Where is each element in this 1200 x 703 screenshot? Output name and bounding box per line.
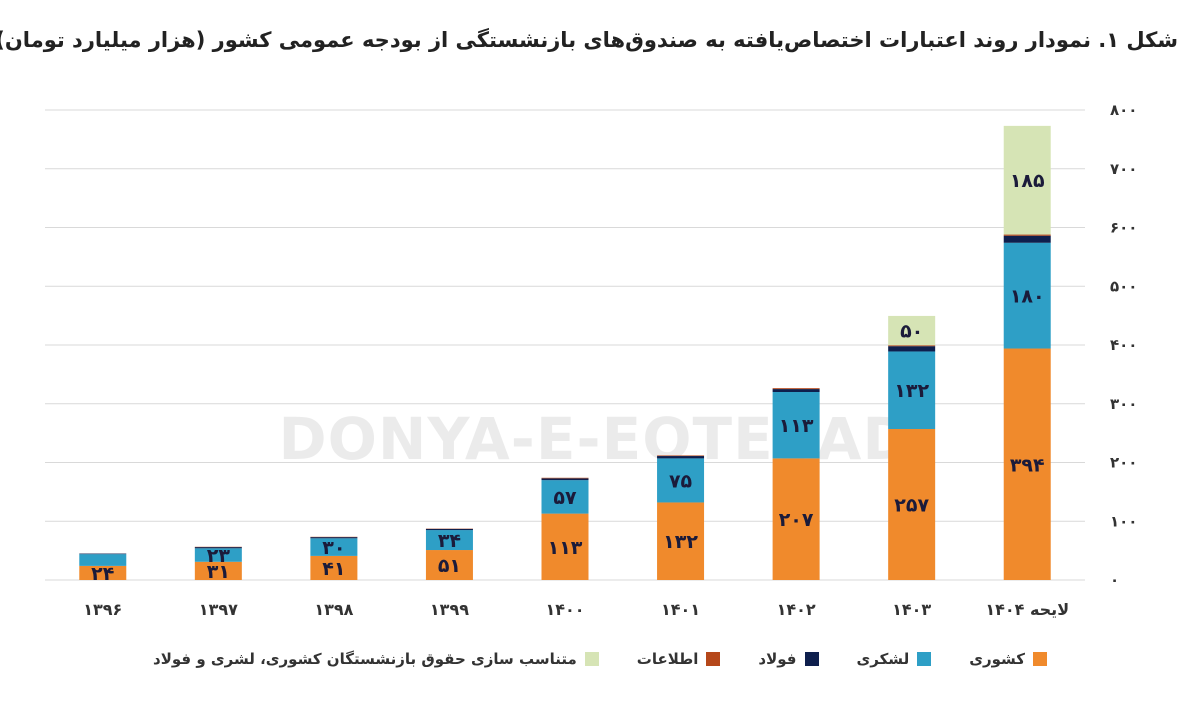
legend-item: متناسب سازی حقوق بازنشستگان کشوری، لشری … xyxy=(153,650,599,668)
x-tick-label: ۱۳۹۶ xyxy=(83,600,122,619)
legend-swatch xyxy=(584,652,599,666)
legend-label: اطلاعات xyxy=(636,650,699,668)
data-label: ۱۱۳ xyxy=(548,537,583,559)
x-tick-label: ۱۴۰۳ xyxy=(892,600,931,619)
y-tick-label: ۲۰۰ xyxy=(1110,454,1137,472)
bar-segment xyxy=(1003,125,1051,235)
bar-segment xyxy=(425,530,473,551)
bar-segment xyxy=(541,477,589,479)
bar-segment xyxy=(310,555,358,580)
bar-segment xyxy=(194,547,242,549)
bar-segment xyxy=(541,480,589,514)
data-label: ۲۵۷ xyxy=(894,495,929,517)
legend-label: کشوری xyxy=(969,650,1025,668)
x-tick-label: ۱۴۰۱ xyxy=(661,600,700,619)
data-label: ۷۵ xyxy=(669,470,693,492)
data-label: ۱۸۵ xyxy=(1010,170,1045,192)
bar-segment xyxy=(888,345,936,347)
data-label: ۵۷ xyxy=(553,487,577,509)
data-label: ۵۱ xyxy=(438,555,461,577)
legend-item: فولاد xyxy=(758,650,819,668)
legend-item: اطلاعات xyxy=(637,650,721,668)
data-label: ۱۳۲ xyxy=(894,380,929,402)
bar-segment xyxy=(310,537,358,539)
bar-segment xyxy=(888,315,936,346)
x-tick-label: ۱۳۹۸ xyxy=(314,600,353,619)
data-label: ۲۳ xyxy=(207,545,231,567)
legend-swatch xyxy=(706,652,721,666)
bar-segment xyxy=(1003,242,1051,349)
data-label: ۱۸۰ xyxy=(1010,286,1045,308)
y-tick-label: ۸۰۰ xyxy=(1110,101,1137,119)
bar-segment xyxy=(772,388,820,390)
bar-segment xyxy=(425,550,473,580)
y-tick-label: ۷۰۰ xyxy=(1110,160,1137,178)
data-label: ۳۰ xyxy=(322,537,345,559)
legend-swatch xyxy=(804,652,819,666)
y-tick-label: ۵۰۰ xyxy=(1110,277,1137,295)
bar-segment xyxy=(772,458,820,580)
bar-segment xyxy=(657,456,705,459)
data-label: ۳۴ xyxy=(438,530,461,552)
data-label: ۴۱ xyxy=(322,558,345,580)
legend-item: لشکری xyxy=(857,650,932,668)
data-label: ۱۳۲ xyxy=(663,531,698,553)
data-label: ۲۰۷ xyxy=(779,509,814,531)
y-tick-label: ۶۰۰ xyxy=(1110,219,1137,237)
bar-segment xyxy=(657,458,705,503)
legend-label: لشکری xyxy=(856,650,910,668)
bar-segment xyxy=(772,392,820,459)
bar-segment xyxy=(79,565,127,580)
bar-segment xyxy=(772,389,820,392)
y-tick-label: ۰ xyxy=(1110,571,1119,589)
bar-segment xyxy=(888,429,936,580)
chart-title: شکل ۱. نمودار روند اعتبارات اختصاص‌یافته… xyxy=(0,28,1178,52)
x-tick-label: ۱۴۰۲ xyxy=(777,600,816,619)
bar-segment xyxy=(1003,348,1051,580)
bar-segment xyxy=(541,513,589,580)
bar-segment xyxy=(888,346,936,352)
legend-label: فولاد xyxy=(758,650,797,668)
x-tick-label: ۱۳۹۷ xyxy=(199,600,238,619)
y-tick-label: ۱۰۰ xyxy=(1110,512,1137,530)
x-tick-label: ۱۴۰۰ xyxy=(545,600,584,619)
y-tick-label: ۴۰۰ xyxy=(1110,336,1137,354)
x-tick-label: ۱۳۹۹ xyxy=(430,600,469,619)
y-tick-label: ۳۰۰ xyxy=(1110,395,1137,413)
bar-segment xyxy=(657,502,705,580)
bar-segment xyxy=(1003,234,1051,236)
data-label: ۳۹۴ xyxy=(1010,454,1045,476)
legend-swatch xyxy=(1032,652,1047,666)
bars xyxy=(79,125,1051,580)
legend-swatch xyxy=(917,652,932,666)
x-tick-label: لایحه ۱۴۰۴ xyxy=(985,600,1069,619)
data-label: ۵۰ xyxy=(900,321,923,343)
bar-segment xyxy=(425,528,473,531)
bar-segment xyxy=(657,455,705,457)
bar-segment xyxy=(194,548,242,562)
data-label: ۱۱۳ xyxy=(779,415,814,437)
bar-segment xyxy=(888,351,936,430)
bar-segment xyxy=(79,554,127,566)
bar-segment xyxy=(1003,235,1051,243)
y-axis-tick-labels: ۰ ۱۰۰ ۲۰۰ ۳۰۰ ۴۰۰ ۵۰۰ ۶۰۰ ۷۰۰ ۸۰۰ xyxy=(1110,101,1137,589)
bar-segment xyxy=(194,561,242,580)
data-label: ۳۱ xyxy=(207,561,230,583)
data-label: ۲۴ xyxy=(91,563,114,585)
bar-segment xyxy=(541,478,589,481)
legend-label: متناسب سازی حقوق بازنشستگان کشوری، لشری … xyxy=(153,650,577,668)
legend: کشوری لشکری فولاد اطلاعات متناسب سازی حقوق ب… xyxy=(40,650,1160,668)
x-axis-tick-labels: ۱۳۹۶ ۱۳۹۷ ۱۳۹۸ ۱۳۹۹ ۱۴۰۰ ۱۴۰۱ ۱۴۰۲ ۱۴۰۳ لایحه ۱۴… xyxy=(83,600,1069,619)
bar-segment xyxy=(310,538,358,556)
bar-segment xyxy=(79,553,127,555)
legend-item: کشوری xyxy=(969,650,1047,668)
